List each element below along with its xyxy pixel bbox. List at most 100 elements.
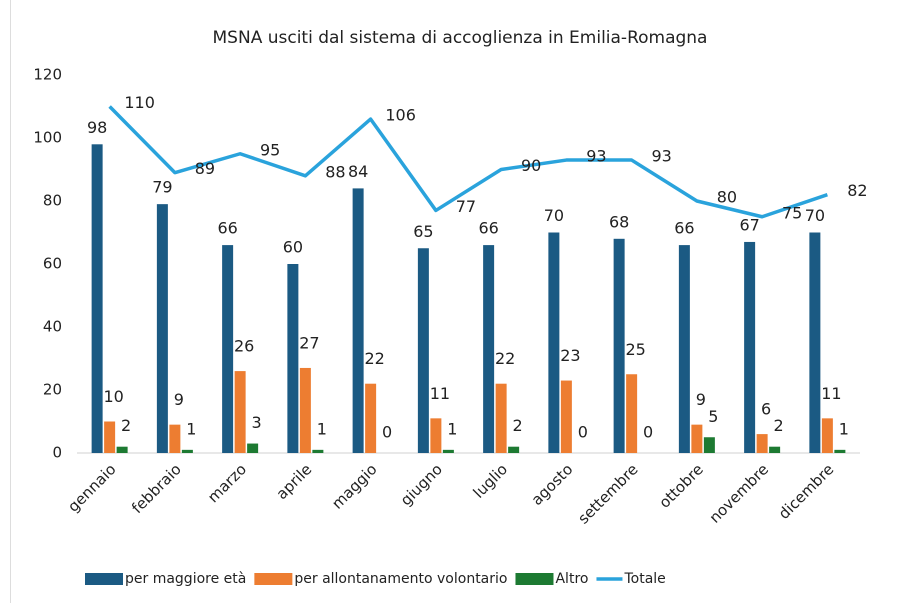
value-label: 1 <box>447 419 457 438</box>
value-label: 66 <box>217 219 237 238</box>
value-label: 9 <box>174 390 184 409</box>
value-label: 1 <box>186 419 196 438</box>
y-tick-label: 40 <box>43 318 62 336</box>
legend-label: Totale <box>623 571 665 587</box>
value-label: 79 <box>152 178 172 197</box>
value-label: 89 <box>195 159 215 178</box>
value-label: 95 <box>260 140 280 159</box>
line <box>108 105 828 219</box>
bar <box>560 380 572 453</box>
bar <box>417 248 429 453</box>
bar <box>613 238 625 453</box>
x-tick-label: dicembre <box>775 460 837 522</box>
x-tick-label: marzo <box>204 460 250 506</box>
value-label: 80 <box>717 188 737 207</box>
bar <box>156 204 168 453</box>
x-tick-label: maggio <box>328 460 380 512</box>
x-tick-label: gennaio <box>64 460 119 515</box>
bar <box>104 421 116 453</box>
bar <box>508 446 520 453</box>
value-label: 70 <box>544 206 564 225</box>
bar <box>626 374 638 453</box>
legend-swatch <box>254 573 293 585</box>
value-label: 0 <box>643 423 653 442</box>
value-label: 67 <box>739 215 759 234</box>
value-label: 10 <box>103 387 123 406</box>
y-tick-label: 80 <box>43 192 62 210</box>
value-label: 0 <box>382 423 392 442</box>
value-label: 27 <box>299 333 319 352</box>
y-tick-label: 120 <box>33 66 62 84</box>
value-label: 65 <box>413 222 433 241</box>
legend-label: per allontanamento volontario <box>294 571 507 587</box>
bar <box>483 245 495 453</box>
bar <box>442 449 454 453</box>
x-tick-label: settembre <box>574 460 641 527</box>
bar <box>495 383 507 453</box>
bar <box>769 446 781 453</box>
value-label: 70 <box>805 206 825 225</box>
bar <box>691 424 703 453</box>
value-label: 11 <box>430 384 450 403</box>
value-label: 60 <box>283 238 303 257</box>
bar <box>430 418 442 453</box>
bar <box>365 383 377 453</box>
bar <box>352 188 364 453</box>
value-label: 84 <box>348 162 368 181</box>
value-label: 75 <box>782 203 802 222</box>
value-label: 77 <box>456 197 476 216</box>
value-label: 66 <box>674 219 694 238</box>
y-tick-label: 0 <box>52 444 62 462</box>
x-tick-label: ottobre <box>655 460 706 511</box>
value-label: 5 <box>708 407 718 426</box>
value-label: 3 <box>252 413 262 432</box>
bar <box>821 418 833 453</box>
value-label: 93 <box>651 147 671 166</box>
value-label: 68 <box>609 212 629 231</box>
bar <box>299 367 311 453</box>
y-tick-label: 60 <box>43 255 62 273</box>
x-tick-label: giugno <box>397 460 446 509</box>
value-label: 22 <box>364 349 384 368</box>
bar <box>834 449 846 453</box>
y-tick-label: 100 <box>33 129 62 147</box>
value-label: 2 <box>774 416 784 435</box>
value-label: 93 <box>586 147 606 166</box>
bar <box>756 434 768 453</box>
chart-title: MSNA usciti dal sistema di accoglienza i… <box>213 28 708 48</box>
value-label: 88 <box>325 162 345 181</box>
value-label: 6 <box>761 400 771 419</box>
bar <box>222 245 234 453</box>
value-label: 2 <box>513 416 523 435</box>
value-label: 66 <box>478 219 498 238</box>
value-label: 0 <box>578 423 588 442</box>
value-label: 22 <box>495 349 515 368</box>
legend-swatch <box>85 573 123 585</box>
bar <box>287 264 299 453</box>
bar <box>91 144 103 454</box>
value-label: 90 <box>521 156 541 175</box>
value-label: 106 <box>385 106 416 125</box>
value-label: 110 <box>124 93 155 112</box>
legend-label: per maggiore età <box>125 571 246 587</box>
y-tick-label: 20 <box>43 381 62 399</box>
value-label: 1 <box>839 419 849 438</box>
bar <box>116 446 128 453</box>
bar <box>703 437 715 453</box>
value-label: 9 <box>696 390 706 409</box>
value-label: 23 <box>560 346 580 365</box>
x-tick-label: luglio <box>470 460 512 502</box>
value-label: 26 <box>234 337 254 356</box>
x-tick-label: novembre <box>706 460 772 526</box>
value-label: 1 <box>317 419 327 438</box>
bar <box>234 371 246 453</box>
bar <box>181 449 193 453</box>
value-label: 11 <box>821 384 841 403</box>
x-tick-label: febbraio <box>128 460 185 517</box>
bar <box>809 232 821 453</box>
x-tick-label: aprile <box>273 460 316 503</box>
legend-label: Altro <box>555 571 588 587</box>
value-label: 82 <box>847 181 867 200</box>
value-label: 2 <box>121 416 131 435</box>
